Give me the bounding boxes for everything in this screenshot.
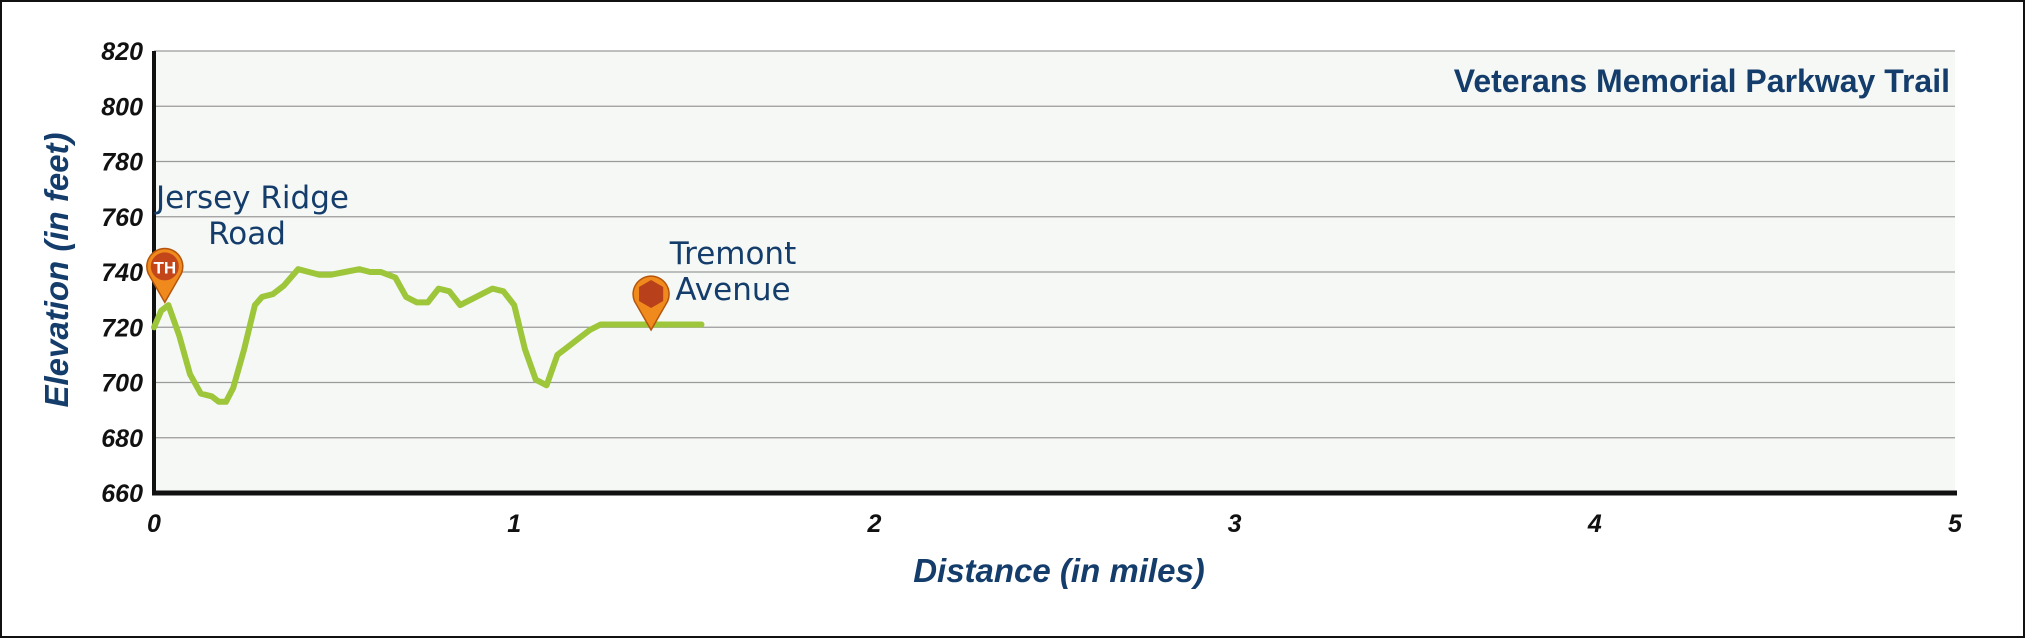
y-axis-title: Elevation (in feet)	[38, 132, 75, 407]
svg-text:Tremont: Tremont	[669, 236, 796, 272]
y-tick-label: 660	[101, 480, 143, 508]
elevation-line	[151, 266, 705, 405]
y-tick-label: 760	[101, 204, 143, 232]
x-tick-label: 0	[147, 510, 161, 538]
x-tick-label: 2	[866, 510, 881, 538]
y-tick-label: 680	[101, 425, 143, 453]
x-tick-label: 1	[507, 510, 521, 538]
svg-text:Avenue: Avenue	[675, 272, 790, 308]
x-tick-label: 4	[1587, 510, 1602, 538]
x-axis-title: Distance (in miles)	[913, 552, 1205, 589]
svg-text:Jersey Ridge: Jersey Ridge	[154, 180, 349, 216]
y-tick-label: 780	[101, 149, 143, 177]
x-tick-labels: 0 1 2 3 4 5	[147, 510, 1963, 538]
y-tick-label: 820	[101, 38, 143, 66]
chart-title: Veterans Memorial Parkway Trail	[1454, 63, 1950, 99]
y-tick-label: 720	[101, 314, 143, 342]
y-tick-label: 740	[101, 259, 143, 287]
x-tick-label: 5	[1948, 510, 1963, 538]
trailhead-pin-icon: TH	[146, 247, 184, 304]
endpoint-pin-icon	[632, 275, 670, 332]
y-tick-label: 700	[101, 370, 143, 398]
y-tick-labels: 660 680 700 720 740 760 780 800 820	[101, 38, 143, 508]
grid-lines	[154, 50, 1955, 439]
trailhead-pin-label: TH	[153, 258, 176, 277]
y-tick-label: 800	[101, 93, 143, 121]
x-tick-label: 3	[1228, 510, 1242, 538]
svg-text:Road: Road	[208, 216, 286, 252]
